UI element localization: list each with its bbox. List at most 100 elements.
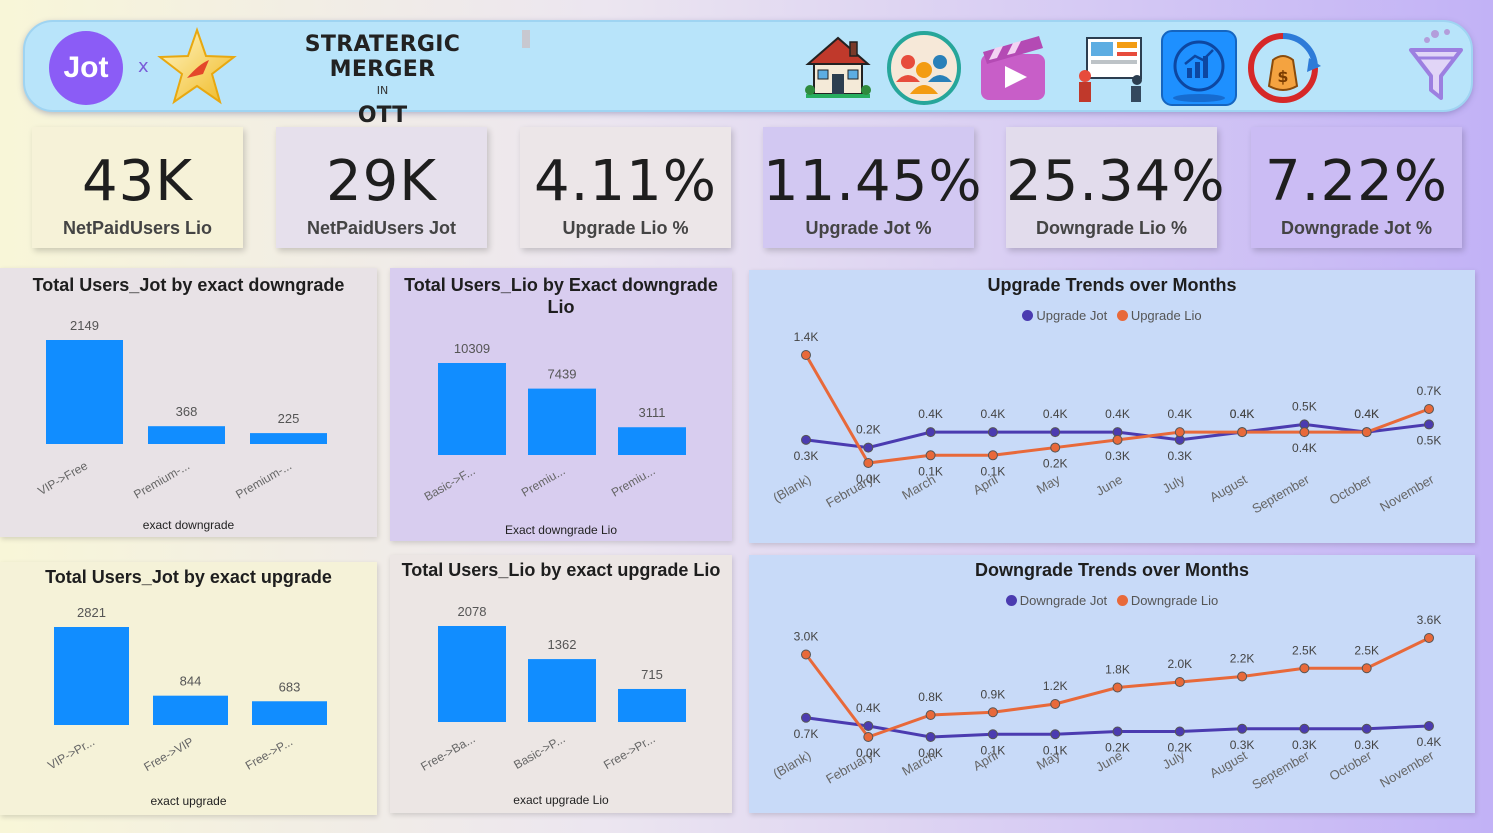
- data-point[interactable]: [1361, 427, 1372, 438]
- legend-dot: [1116, 310, 1128, 321]
- users-group-icon[interactable]: [886, 30, 962, 106]
- data-point[interactable]: [1237, 723, 1248, 734]
- data-point[interactable]: [801, 434, 811, 445]
- data-point[interactable]: [987, 707, 998, 718]
- x-axis-title: exact downgrade: [143, 518, 235, 532]
- kpi-label: NetPaidUsers Lio: [62, 218, 213, 238]
- legend-item-upgrade-lio[interactable]: Upgrade Lio: [1116, 308, 1202, 323]
- house-icon[interactable]: [800, 30, 876, 106]
- data-point[interactable]: [1299, 663, 1310, 674]
- bar[interactable]: [54, 627, 129, 725]
- data-point[interactable]: [987, 729, 998, 740]
- data-point[interactable]: [1050, 699, 1061, 709]
- data-point[interactable]: [925, 732, 936, 742]
- kpi-label: Upgrade Lio %: [562, 218, 689, 238]
- bar[interactable]: [528, 388, 596, 455]
- data-point[interactable]: [863, 721, 874, 731]
- data-label: 0.7K: [1417, 384, 1442, 398]
- data-point[interactable]: [1299, 723, 1310, 734]
- filter-funnel-icon[interactable]: [1405, 28, 1467, 106]
- title-connector: IN: [376, 84, 389, 97]
- star-logo-icon: [157, 26, 237, 105]
- kpi-value: 29K: [326, 149, 437, 214]
- data-point[interactable]: [987, 427, 998, 438]
- chart-title: Total Users_Jot by exact upgrade: [45, 567, 332, 587]
- legend-item-downgrade-jot[interactable]: Downgrade Jot: [1005, 593, 1108, 608]
- bar[interactable]: [252, 701, 327, 725]
- data-point[interactable]: [987, 450, 998, 461]
- bar[interactable]: [153, 695, 228, 725]
- data-point[interactable]: [1050, 442, 1061, 453]
- data-label: 0.3K: [1105, 449, 1130, 463]
- legend-label: Downgrade Lio: [1130, 593, 1219, 608]
- data-point[interactable]: [863, 732, 874, 742]
- data-point[interactable]: [1424, 404, 1434, 414]
- data-point[interactable]: [1361, 663, 1372, 674]
- category-tick-label: Basic->F...: [422, 463, 478, 503]
- data-label: 0.3K: [794, 449, 819, 463]
- data-point[interactable]: [801, 712, 811, 723]
- data-point[interactable]: [1424, 419, 1434, 430]
- data-point[interactable]: [1112, 682, 1123, 693]
- video-clapper-icon[interactable]: [975, 30, 1051, 106]
- data-point[interactable]: [1050, 427, 1061, 438]
- data-point[interactable]: [925, 427, 936, 438]
- bar-value-label: 1362: [548, 637, 577, 652]
- page-title: STRATERGIC MERGER: [304, 32, 461, 82]
- bar[interactable]: [528, 659, 596, 722]
- legend-label: Downgrade Jot: [1019, 593, 1108, 608]
- line-chart-upgrade-trends: 0.3K 0.2K 0.4K 0.4K 0.4K 0.4K 0.3K 0.4K 0.5K 0.4K…: [770, 330, 1442, 516]
- data-point[interactable]: [1174, 677, 1185, 687]
- analytics-chart-icon[interactable]: [1161, 30, 1237, 106]
- data-label: 2.5K: [1292, 643, 1317, 657]
- dashboard-screen-icon[interactable]: [1073, 30, 1149, 106]
- legend-item-upgrade-jot[interactable]: Upgrade Jot: [1022, 308, 1107, 323]
- kpi-label: Upgrade Jot %: [805, 218, 932, 238]
- chart-panel-downgrade-trends: Downgrade Trends over Months Downgrade J…: [749, 555, 1475, 813]
- bar[interactable]: [618, 688, 686, 722]
- data-point[interactable]: [1299, 427, 1310, 438]
- data-point[interactable]: [1424, 721, 1434, 731]
- bar-value-label: 2078: [458, 604, 487, 619]
- bar-value-label: 7439: [548, 367, 577, 382]
- data-point[interactable]: [801, 350, 811, 360]
- data-point[interactable]: [863, 442, 874, 453]
- kpi-value: 11.45%: [763, 149, 983, 214]
- bar[interactable]: [438, 626, 506, 722]
- data-label: 0.5K: [1417, 433, 1442, 447]
- data-point[interactable]: [1237, 671, 1248, 682]
- data-point[interactable]: [863, 458, 874, 468]
- chart-title: Downgrade Trends over Months: [974, 560, 1250, 580]
- bar[interactable]: [148, 426, 225, 444]
- month-tick-label: (Blank): [770, 472, 813, 506]
- chart-panel-upgrade-trends: Upgrade Trends over Months Upgrade Jot U…: [749, 270, 1475, 543]
- data-label: 0.4K: [1167, 407, 1192, 421]
- category-tick-label: Premium-...: [131, 458, 192, 501]
- bar-chart-jot-downgrade: 2149 VIP->Free 368 Premium-... 225 Premium-..…: [35, 318, 327, 532]
- data-point[interactable]: [1112, 434, 1123, 445]
- data-point[interactable]: [1174, 427, 1185, 438]
- data-label: 0.7K: [794, 727, 819, 741]
- bar[interactable]: [618, 427, 686, 455]
- bar[interactable]: [46, 340, 123, 444]
- data-point[interactable]: [925, 450, 936, 461]
- data-point[interactable]: [1112, 726, 1123, 737]
- data-label: 0.4K: [856, 701, 881, 715]
- chart-panel-lio-upgrade: Total Users_Lio by exact upgrade Lio 207…: [390, 555, 732, 813]
- data-point[interactable]: [1237, 427, 1248, 438]
- bar[interactable]: [438, 363, 506, 455]
- data-label: 0.4K: [1230, 407, 1255, 421]
- data-label: 0.4K: [1292, 441, 1317, 455]
- data-point[interactable]: [1424, 633, 1434, 643]
- category-tick-label: Free->Pr...: [601, 731, 657, 772]
- bar[interactable]: [250, 433, 327, 444]
- data-point[interactable]: [925, 710, 936, 720]
- data-label: 0.1K: [981, 743, 1006, 757]
- data-point[interactable]: [1361, 723, 1372, 734]
- data-label: 1.2K: [1043, 679, 1068, 693]
- data-point[interactable]: [801, 649, 811, 660]
- legend-item-downgrade-lio[interactable]: Downgrade Lio: [1116, 593, 1219, 608]
- data-point[interactable]: [1050, 729, 1061, 740]
- data-point[interactable]: [1174, 726, 1185, 737]
- money-bag-cycle-icon[interactable]: $: [1245, 30, 1321, 106]
